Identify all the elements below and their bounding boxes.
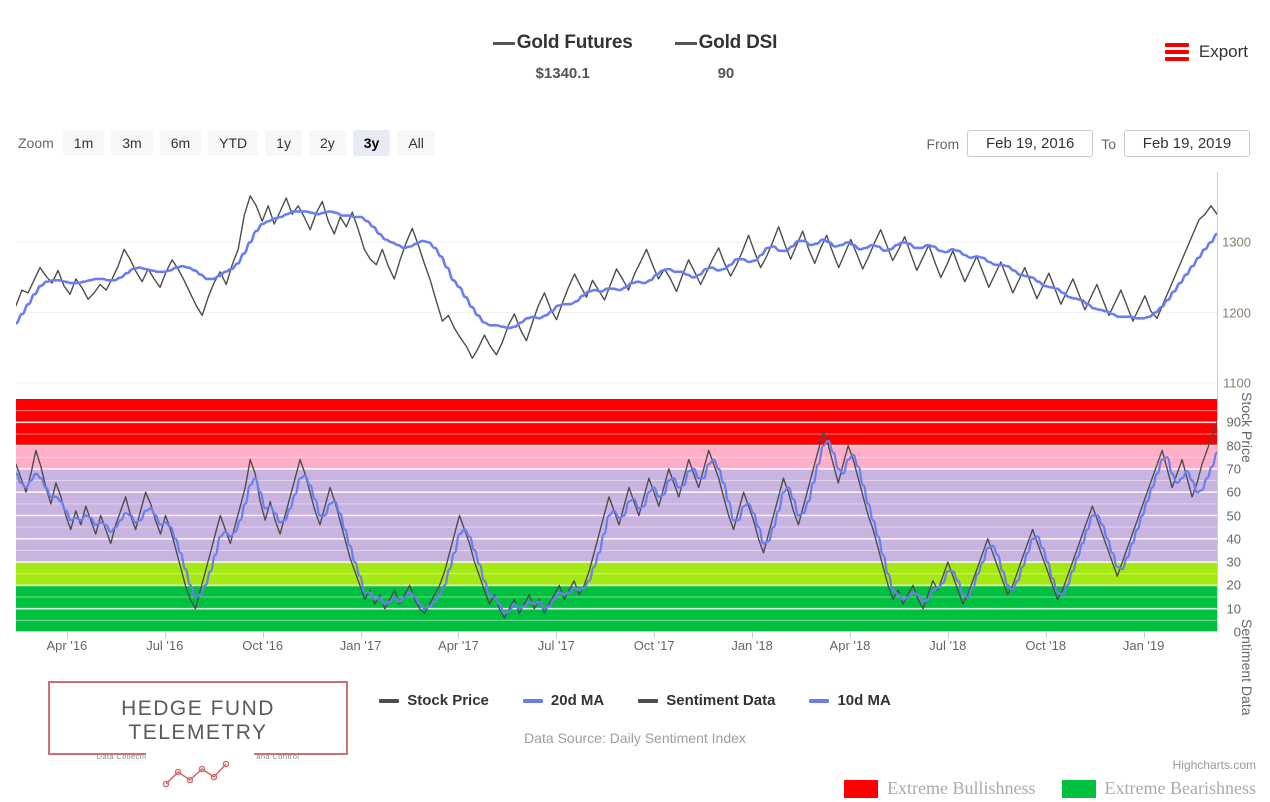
- zoom-button-all[interactable]: All: [397, 130, 435, 156]
- legend-item-10d-ma[interactable]: 10d MA: [809, 692, 891, 709]
- header-series-1: Gold DSI 90: [674, 32, 778, 82]
- data-source-label: Data Source: Daily Sentiment Index: [524, 730, 746, 746]
- x-axis-tick-label: Apr '17: [438, 638, 479, 653]
- legend-label: 20d MA: [550, 692, 605, 709]
- x-axis-tick-label: Jul '18: [929, 638, 967, 653]
- hedge-fund-telemetry-logo: HEDGE FUND TELEMETRY Data Collection, An…: [48, 681, 348, 767]
- export-button[interactable]: Export: [1164, 42, 1248, 62]
- x-axis-tick-mark: [1045, 632, 1047, 638]
- header-series-name: Gold DSI: [698, 32, 778, 53]
- zoom-buttons-group: Zoom 1m 3m 6m YTD 1y 2y 3y All: [18, 130, 435, 156]
- sentiment-y-tick: 30: [1226, 554, 1241, 570]
- band-swatch-icon: [844, 779, 879, 798]
- price-y-tick: 1100: [1223, 375, 1251, 391]
- x-axis-tick-label: Oct '17: [633, 638, 675, 653]
- price-series-svg: [14, 195, 1219, 384]
- band-key-label: Extreme Bullishness: [887, 778, 1036, 798]
- legend-swatch-icon: [638, 698, 659, 703]
- zoom-button-3m[interactable]: 3m: [111, 130, 153, 156]
- band-key-extreme-bearishness: Extreme Bearishness: [1061, 778, 1256, 799]
- logo-title: HEDGE FUND TELEMETRY: [121, 697, 275, 744]
- sentiment-y-tick: 70: [1226, 461, 1241, 477]
- zoom-button-2y[interactable]: 2y: [308, 130, 346, 156]
- header-series-value: $1340.1: [535, 65, 590, 82]
- zoom-button-3y[interactable]: 3y: [352, 130, 391, 156]
- legend-label: Stock Price: [407, 692, 489, 709]
- x-axis-tick-mark: [458, 632, 460, 638]
- price-pane: [14, 172, 1219, 397]
- sentiment-y-tick: 50: [1226, 508, 1241, 523]
- x-axis-line: [16, 631, 1218, 632]
- x-axis-tick-mark: [262, 632, 264, 638]
- x-axis-tick-mark: [849, 632, 851, 638]
- y-axis-line: [1217, 172, 1218, 632]
- from-date-input[interactable]: Feb 19, 2016: [967, 130, 1094, 157]
- from-label: From: [926, 135, 960, 152]
- price-axis-title: Stock Price: [1239, 392, 1255, 463]
- x-axis-tick-label: Oct '16: [242, 638, 284, 653]
- x-axis-tick-mark: [556, 632, 558, 638]
- x-axis-tick-label: Jan '18: [731, 638, 773, 653]
- x-axis-tick-mark: [1143, 632, 1145, 638]
- line-dash-icon: [674, 41, 697, 45]
- x-axis-tick-mark: [66, 632, 68, 638]
- price-y-tick: 1300: [1222, 234, 1251, 250]
- legend-item-sentiment-data[interactable]: Sentiment Data: [638, 692, 775, 709]
- band-key-label: Extreme Bearishness: [1104, 778, 1256, 798]
- x-axis-tick-label: Apr '18: [829, 638, 871, 653]
- legend-swatch-icon: [379, 698, 400, 703]
- zoom-button-ytd[interactable]: YTD: [208, 130, 259, 156]
- x-axis-tick-mark: [654, 632, 656, 638]
- legend-label: Sentiment Data: [666, 692, 776, 709]
- legend-label: 10d MA: [837, 692, 891, 709]
- x-axis-tick-label: Apr '16: [46, 638, 88, 653]
- hamburger-menu-icon: [1164, 43, 1189, 61]
- line-dash-icon: [492, 41, 515, 45]
- zoom-label: Zoom: [18, 135, 54, 151]
- zoom-button-6m[interactable]: 6m: [159, 130, 202, 156]
- x-axis-tick-label: Oct '18: [1025, 638, 1067, 653]
- sentiment-pane: [14, 399, 1219, 633]
- to-date-input[interactable]: Feb 19, 2019: [1124, 130, 1250, 157]
- band-swatch-icon: [1061, 779, 1096, 798]
- legend-swatch-icon: [522, 698, 543, 703]
- x-axis-tick-mark: [947, 632, 949, 638]
- zoom-button-1y[interactable]: 1y: [265, 130, 302, 156]
- sentiment-series-svg: [14, 399, 1219, 633]
- x-axis-tick-mark: [360, 632, 362, 638]
- legend-item-stock-price[interactable]: Stock Price: [379, 692, 489, 709]
- sentiment-y-tick: 20: [1226, 577, 1241, 593]
- header-series-0: Gold Futures $1340.1: [492, 32, 633, 82]
- sentiment-band-keys: Extreme Bullishness Extreme Bearishness: [844, 778, 1256, 799]
- chart-plot-area: 1100 1200 1300 0 10 20 30 40 50 60 70 80 90 Apr '16 J…: [14, 172, 1255, 716]
- series-legend: Stock Price 20d MA Sentiment Data 10d MA: [0, 692, 1270, 709]
- x-axis-tick-mark: [164, 632, 166, 638]
- range-selector: Zoom 1m 3m 6m YTD 1y 2y 3y All From Feb 19, 201…: [0, 130, 1270, 160]
- x-axis-tick-label: Jan '19: [1122, 638, 1165, 653]
- zoom-button-1m[interactable]: 1m: [62, 130, 105, 156]
- date-range-group: From Feb 19, 2016 To Feb 19, 2019: [927, 130, 1250, 157]
- export-label: Export: [1198, 42, 1248, 61]
- legend-swatch-icon: [809, 698, 830, 703]
- band-key-extreme-bullishness: Extreme Bullishness: [844, 778, 1036, 799]
- highcharts-credit[interactable]: Highcharts.com: [1172, 758, 1256, 772]
- sentiment-y-tick: 60: [1226, 484, 1241, 500]
- header-series-value: 90: [717, 65, 735, 82]
- header-series-name: Gold Futures: [516, 32, 633, 53]
- to-label: To: [1101, 135, 1116, 152]
- logo-squiggle-icon: [162, 760, 230, 788]
- logo-bottom-gap: [146, 753, 254, 767]
- legend-item-20d-ma[interactable]: 20d MA: [522, 692, 605, 709]
- sentiment-y-tick: 40: [1226, 531, 1241, 547]
- header-series-legend: Gold Futures $1340.1 Gold DSI 90: [0, 32, 1270, 82]
- sentiment-y-tick: 10: [1226, 601, 1241, 617]
- x-axis-tick-label: Jul '16: [146, 638, 184, 653]
- x-axis-tick-label: Jul '17: [537, 638, 575, 653]
- x-axis-tick-label: Jan '17: [339, 638, 382, 653]
- price-y-tick: 1200: [1222, 305, 1251, 321]
- x-axis-tick-mark: [752, 632, 754, 638]
